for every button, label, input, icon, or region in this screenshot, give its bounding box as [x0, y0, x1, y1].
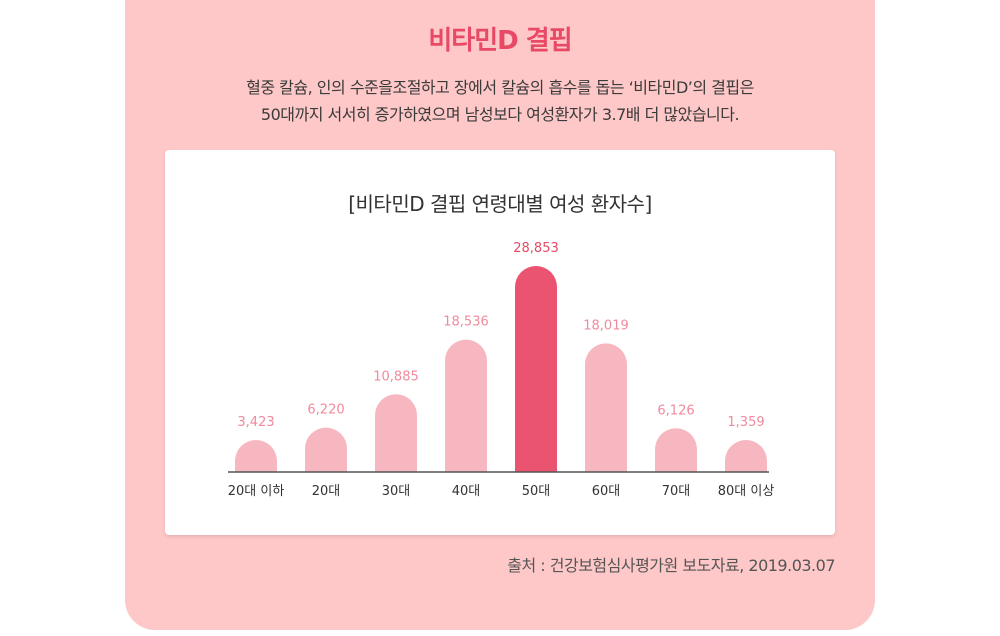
bar-3 [445, 339, 487, 472]
bar-1 [305, 427, 347, 472]
value-label-6: 6,126 [657, 403, 694, 418]
chart-title: [비타민D 결핍 연령대별 여성 환자수] [348, 192, 652, 216]
value-label-4: 28,853 [513, 241, 559, 256]
value-label-2: 10,885 [373, 369, 419, 384]
chart-panel: [비타민D 결핍 연령대별 여성 환자수] 3,423 20대 이하 6,220 20… [165, 150, 835, 535]
category-label-4: 50대 [522, 484, 551, 499]
category-label-5: 60대 [592, 484, 621, 499]
bar-4 [515, 266, 557, 472]
description-line-2: 50대까지 서서히 증가하였으며 남성보다 여성환자가 3.7배 더 많았습니다… [260, 105, 740, 124]
category-label-3: 40대 [452, 484, 481, 499]
category-label-2: 30대 [382, 484, 411, 499]
bar-chart: 3,423 20대 이하 6,220 20대 10,885 30대 18,536 40대 28,… [228, 241, 775, 499]
value-label-1: 6,220 [307, 403, 344, 418]
category-label-0: 20대 이하 [228, 484, 285, 499]
value-label-5: 18,019 [583, 318, 629, 333]
value-label-3: 18,536 [443, 315, 489, 330]
value-label-0: 3,423 [237, 415, 274, 430]
category-label-6: 70대 [662, 484, 691, 499]
category-label-1: 20대 [312, 484, 341, 499]
bar-0 [235, 440, 277, 472]
bar-6 [655, 428, 697, 472]
source-note: 출처 : 건강보험심사평가원 보도자료, 2019.03.07 [507, 556, 835, 575]
description-line-1: 혈중 칼슘, 인의 수준을조절하고 장에서 칼슘의 흡수를 돕는 ‘비타민D’의… [246, 78, 754, 97]
value-label-7: 1,359 [727, 415, 764, 430]
bar-5 [585, 343, 627, 472]
page-title: 비타민D 결핍 [428, 26, 572, 56]
category-label-7: 80대 이상 [718, 484, 775, 499]
bar-7 [725, 440, 767, 472]
description: 혈중 칼슘, 인의 수준을조절하고 장에서 칼슘의 흡수를 돕는 ‘비타민D’의… [125, 74, 875, 128]
bar-2 [375, 394, 417, 472]
